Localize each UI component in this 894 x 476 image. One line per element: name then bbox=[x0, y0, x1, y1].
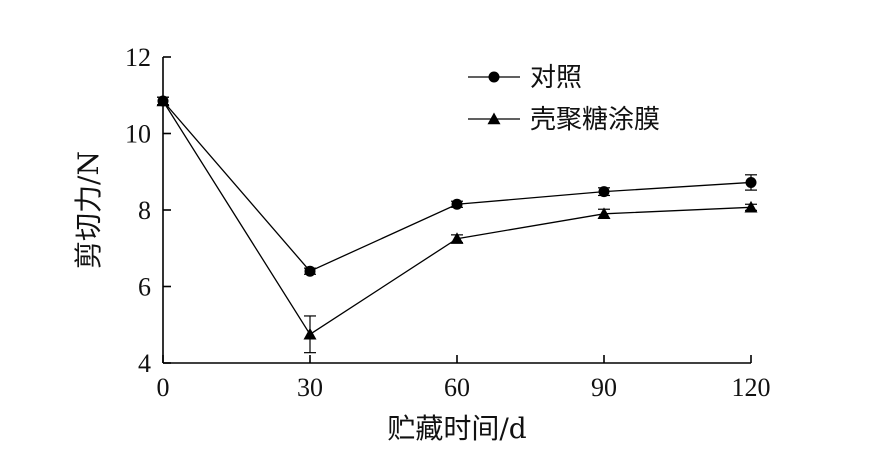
y-tick-label: 10 bbox=[125, 120, 151, 149]
legend-item: 对照 bbox=[468, 63, 582, 93]
series-layer bbox=[156, 94, 758, 354]
data-point-triangle bbox=[597, 207, 611, 220]
x-tick-label: 30 bbox=[297, 373, 323, 402]
x-tick-label: 60 bbox=[444, 373, 470, 402]
data-point-triangle bbox=[156, 94, 170, 107]
x-ticks: 0 30 60 90 120 bbox=[157, 355, 771, 402]
x-axis-title: 贮藏时间/d bbox=[387, 412, 526, 445]
data-point-circle bbox=[304, 265, 316, 277]
y-tick-label: 4 bbox=[138, 349, 151, 378]
series-line bbox=[162, 100, 752, 336]
data-point-triangle bbox=[303, 327, 317, 340]
y-ticks: 4 6 8 10 12 bbox=[125, 43, 171, 378]
x-tick-label: 90 bbox=[591, 373, 617, 402]
legend-item: 壳聚糖涂膜 bbox=[468, 105, 660, 135]
legend-marker bbox=[487, 112, 501, 125]
y-tick-label: 8 bbox=[138, 196, 151, 225]
legend-label: 对照 bbox=[530, 63, 582, 93]
axes bbox=[162, 57, 751, 364]
series-line bbox=[162, 100, 752, 272]
x-tick-label: 0 bbox=[157, 373, 170, 402]
data-point-triangle bbox=[450, 232, 464, 244]
y-axis-title: 剪切力/N bbox=[72, 151, 105, 269]
y-tick-label: 12 bbox=[125, 43, 151, 72]
data-point-circle bbox=[745, 176, 757, 188]
y-tick-label: 6 bbox=[138, 273, 151, 302]
data-point-triangle bbox=[744, 200, 758, 213]
legend-label: 壳聚糖涂膜 bbox=[530, 105, 660, 135]
x-tick-label: 120 bbox=[732, 373, 771, 402]
data-point-circle bbox=[598, 186, 610, 198]
series-2 bbox=[156, 94, 758, 354]
data-point-circle bbox=[451, 198, 463, 210]
legend-marker bbox=[488, 71, 500, 83]
series-1 bbox=[157, 95, 757, 277]
